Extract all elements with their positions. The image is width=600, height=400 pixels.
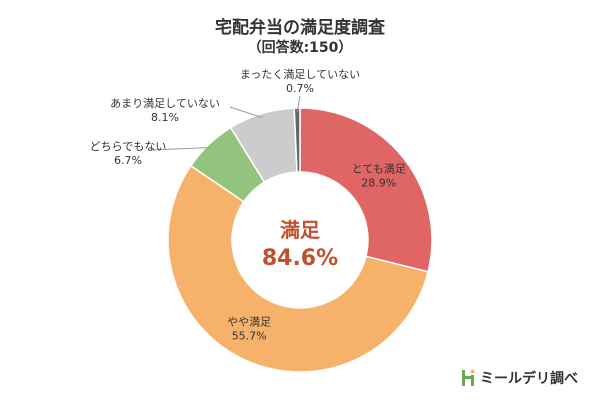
slice-label-2: やや満足 (227, 315, 271, 328)
slice-value-2: 55.7% (232, 329, 267, 342)
slice-value-1: 28.9% (361, 176, 396, 189)
slice-5 (293, 107, 301, 173)
slice-value-3: 6.7% (114, 154, 142, 167)
center-value: 84.6% (262, 246, 338, 271)
source-logo: ミールデリ調べ (461, 368, 578, 388)
slice-label-5: まったく満足していない (240, 68, 360, 81)
chart-title: 宅配弁当の満足度調査 (215, 18, 385, 38)
slice-label-3: どちらでもない (90, 140, 167, 153)
slice-value-4: 8.1% (151, 111, 179, 124)
slice-label-1: とても満足 (352, 162, 406, 175)
slice-1 (299, 107, 433, 273)
center-label: 満足 (280, 218, 321, 242)
logo-icon (462, 369, 475, 386)
slice-2 (167, 164, 430, 373)
chart-subtitle: （回答数:150） (247, 40, 353, 56)
callout-line-4 (229, 106, 263, 119)
callout-line-5 (296, 95, 301, 113)
callout-line-3 (151, 146, 212, 151)
slice-value-5: 0.7% (286, 82, 314, 95)
slice-label-4: あまり満足していない (110, 97, 220, 110)
source-label: ミールデリ調べ (480, 371, 578, 387)
